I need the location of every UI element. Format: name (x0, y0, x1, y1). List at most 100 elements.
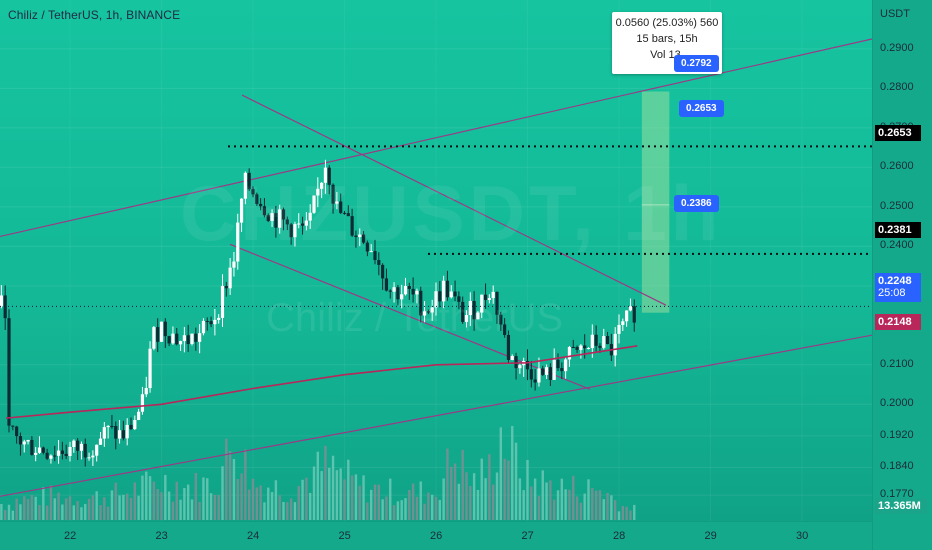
x-tick-label: 24 (247, 530, 260, 542)
candle-body (342, 212, 347, 214)
candle-body (625, 310, 629, 322)
volume-bar (518, 478, 522, 520)
volume-bar (522, 490, 525, 520)
x-tick-label: 28 (613, 530, 626, 542)
volume-bar (560, 478, 564, 520)
candle-body (491, 291, 495, 299)
candle-body (300, 223, 305, 226)
volume-bar (228, 451, 232, 520)
volume-bar (179, 499, 182, 520)
volume-bar (103, 497, 106, 520)
volume-bar (453, 463, 457, 520)
volume-bar (549, 480, 552, 520)
candle-body (11, 425, 15, 427)
volume-bar (488, 454, 491, 520)
volume-bar (373, 484, 377, 520)
candle-body (194, 333, 198, 342)
last-price-value: 0.2248 (878, 275, 912, 287)
candle-body (95, 444, 99, 456)
y-tick-label: 0.2400 (880, 239, 914, 252)
candle-body (251, 189, 255, 195)
volume-bar (87, 498, 91, 520)
candle-body (205, 320, 209, 322)
candle-body (148, 348, 152, 389)
candle-body (152, 327, 156, 349)
candle-body (285, 219, 289, 225)
volume-bar (484, 478, 487, 520)
candle-body (18, 436, 23, 445)
candle-layer (0, 159, 636, 467)
price-pin-entry[interactable]: 0.2386 (674, 195, 719, 212)
volume-bar (629, 510, 632, 520)
candle-body (579, 345, 583, 350)
candle-body (243, 172, 247, 199)
volume-bar (469, 486, 472, 520)
candle-body (354, 235, 358, 238)
volume-bar (91, 495, 95, 520)
volume-bar (68, 496, 72, 520)
volume-bar (396, 501, 400, 520)
y-tick-label: 0.1840 (880, 460, 914, 473)
x-tick-label: 25 (338, 530, 351, 542)
volume-bar (301, 479, 304, 520)
volume-bar (480, 458, 483, 520)
volume-bar (297, 486, 300, 520)
candle-body (407, 286, 411, 289)
candle-body (514, 356, 518, 369)
channel-line (229, 243, 591, 390)
candle-body (384, 278, 389, 291)
candle-body (430, 307, 434, 313)
candle-body (361, 234, 366, 243)
x-tick-label: 23 (155, 530, 168, 542)
volume-bar (49, 485, 53, 520)
candle-body (369, 251, 373, 253)
candle-body (266, 215, 270, 221)
volume-bar (19, 504, 22, 520)
volume-bar (358, 485, 361, 520)
volume-bar (274, 480, 278, 520)
candle-body (79, 443, 84, 451)
volume-bar (343, 479, 346, 520)
candle-body (632, 306, 636, 323)
candle-body (41, 447, 45, 453)
volume-bar (145, 471, 148, 520)
volume-bar (225, 438, 228, 520)
volume-bar (194, 472, 198, 520)
volume-bar (564, 489, 567, 520)
volume-bar (267, 487, 270, 520)
volume-bar (42, 487, 45, 520)
volume-bar (591, 488, 594, 520)
candle-body (327, 167, 331, 185)
volume-bar (53, 498, 56, 520)
candle-body (98, 438, 103, 445)
volume-bar (217, 494, 220, 520)
price-pin-target[interactable]: 0.2792 (674, 55, 719, 72)
candle-body (525, 360, 530, 370)
volume-bar (430, 494, 434, 520)
candle-body (270, 213, 274, 221)
time-axis[interactable] (0, 521, 872, 550)
candle-body (449, 291, 453, 298)
long-position-zone[interactable] (641, 91, 670, 313)
volume-bar (0, 503, 3, 520)
volume-bar (152, 481, 156, 520)
candle-body (548, 367, 552, 380)
candle-body (26, 439, 30, 442)
volume-bar (11, 510, 15, 520)
price-pin-mid[interactable]: 0.2653 (679, 100, 724, 117)
volume-bar (610, 495, 613, 520)
price-plot[interactable] (0, 0, 872, 521)
candle-body (87, 457, 91, 459)
candle-body (586, 348, 591, 350)
volume-bar (183, 487, 186, 520)
candle-body (316, 188, 320, 196)
candle-body (133, 420, 137, 430)
candle-body (575, 347, 579, 350)
volume-bar (438, 499, 442, 520)
volume-bar (347, 459, 350, 520)
volume-bar (423, 503, 426, 520)
candle-body (381, 264, 385, 279)
candle-body (159, 321, 164, 342)
channel-lines[interactable] (0, 38, 872, 497)
level-lines[interactable] (228, 145, 872, 255)
